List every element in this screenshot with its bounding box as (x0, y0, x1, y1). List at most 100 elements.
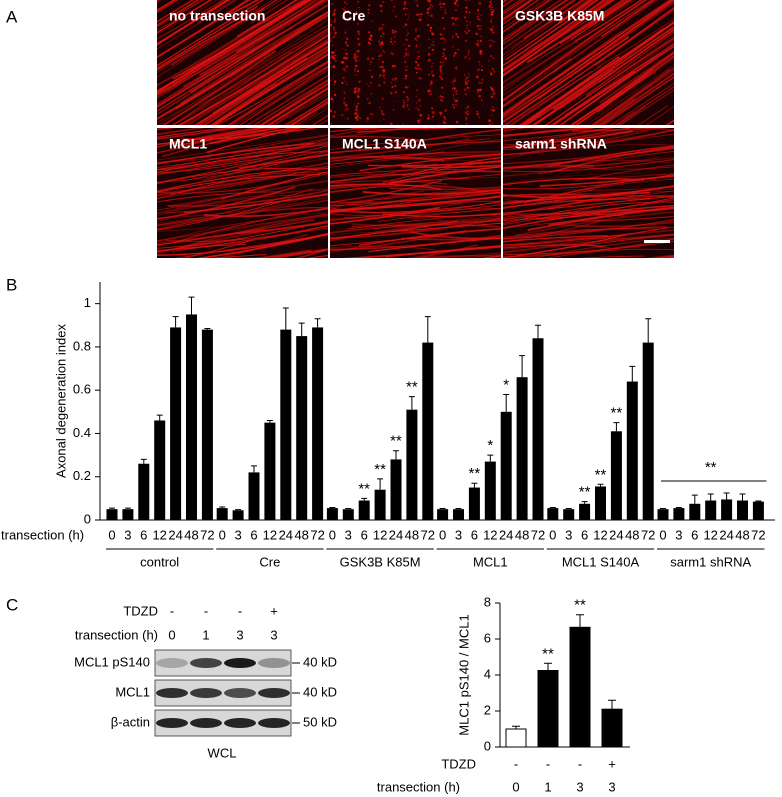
axon (330, 169, 458, 194)
debris (407, 53, 410, 56)
axon (93, 268, 350, 307)
debris (430, 3, 432, 5)
debris (379, 4, 383, 8)
axon (482, 296, 741, 324)
debris (403, 78, 405, 80)
error-bar (329, 506, 336, 509)
debris (443, 5, 445, 7)
debris (468, 29, 470, 32)
debris (407, 18, 409, 20)
debris (444, 9, 447, 12)
axon (157, 0, 231, 46)
debris (355, 55, 359, 58)
debris (382, 33, 385, 35)
debris (430, 14, 433, 16)
axon (203, 154, 328, 181)
debris (334, 18, 337, 21)
axon (157, 38, 273, 112)
debris (487, 60, 490, 62)
axon (472, 298, 731, 324)
axon (503, 0, 586, 56)
axon (330, 155, 445, 162)
axon (503, 226, 668, 240)
axon (503, 0, 648, 102)
debris (366, 117, 370, 120)
x-axis-label: transection (h) (1, 527, 84, 542)
axon (384, 300, 643, 324)
axon (188, 259, 445, 299)
debris (480, 82, 483, 84)
debris (452, 84, 455, 87)
debris (382, 1, 385, 4)
error-bar (581, 501, 588, 504)
debris (440, 6, 442, 9)
debris (402, 104, 405, 107)
bar (154, 420, 166, 520)
axon (503, 0, 636, 92)
axon (209, 48, 328, 125)
debris (451, 23, 455, 26)
error-bar (675, 506, 682, 509)
debris (457, 17, 459, 19)
panel-letter: C (6, 595, 18, 614)
x-tick-label: 3 (565, 527, 572, 542)
debris (453, 86, 456, 90)
debris (353, 56, 356, 60)
debris (443, 37, 445, 40)
axon (584, 0, 674, 65)
debris (455, 93, 458, 96)
debris (454, 87, 457, 90)
lysate-label: WCL (208, 745, 237, 760)
debris (381, 97, 384, 100)
x-tick-label: 6 (691, 527, 698, 542)
debris (430, 70, 434, 73)
debris (354, 70, 357, 73)
axon (514, 211, 674, 237)
debris (332, 115, 335, 118)
debris (355, 89, 358, 92)
debris (394, 100, 396, 103)
debris (358, 59, 360, 62)
debris (489, 71, 493, 75)
axon (172, 74, 250, 125)
debris (404, 74, 408, 78)
debris (467, 52, 470, 54)
band (224, 718, 256, 728)
debris (455, 89, 458, 93)
debris (466, 24, 468, 27)
x-tick-label: 0 (108, 527, 115, 542)
band (156, 658, 188, 668)
debris (331, 116, 333, 118)
error-bar (544, 662, 552, 671)
debris (333, 93, 337, 97)
debris (403, 7, 406, 10)
row-value: 3 (608, 779, 615, 794)
debris (382, 74, 386, 78)
debris (440, 115, 442, 117)
axon (238, 153, 328, 169)
debris (479, 2, 482, 5)
debris (415, 0, 418, 2)
debris (380, 41, 384, 44)
axon (503, 215, 616, 229)
treatment-label: TDZD (123, 603, 158, 618)
debris (384, 77, 386, 80)
debris (405, 48, 407, 50)
debris (427, 114, 431, 117)
debris (431, 43, 433, 46)
axon (330, 200, 501, 214)
debris (378, 50, 380, 52)
axon (615, 85, 674, 125)
debris (369, 113, 372, 115)
error-bar (345, 508, 352, 510)
debris (429, 94, 431, 96)
axon (157, 0, 282, 78)
axon (236, 262, 495, 287)
significance: ** (469, 465, 481, 482)
axon (503, 129, 674, 156)
axon (503, 0, 593, 62)
axon (157, 160, 263, 184)
debris (403, 6, 405, 9)
axon (378, 207, 501, 222)
x-tick-label: 6 (471, 527, 478, 542)
